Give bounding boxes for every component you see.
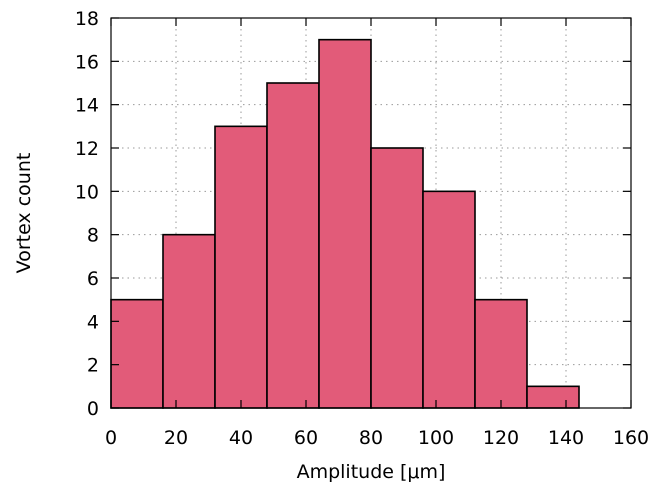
- x-tick-labels: 0 20 40 60 80 100 120 140 160: [105, 427, 649, 449]
- y-tick-labels: 0 2 4 6 8 10 12 14 16 18: [75, 8, 99, 420]
- histogram-bar: [318, 38, 372, 409]
- y-tick-label: 18: [75, 8, 99, 30]
- y-axis-label: Vortex count: [13, 153, 35, 274]
- y-tick-label: 12: [75, 138, 99, 160]
- y-tick-label: 10: [75, 181, 99, 203]
- x-tick-label: 60: [294, 427, 318, 449]
- histogram-bar: [474, 298, 528, 409]
- histogram-bar: [526, 385, 580, 409]
- x-tick-label: 120: [483, 427, 519, 449]
- y-tick-label: 0: [87, 398, 99, 420]
- y-tick-label: 4: [87, 311, 99, 333]
- axis-ticks: [110, 17, 632, 409]
- histogram-bar: [214, 125, 268, 409]
- x-tick-label: 0: [105, 427, 117, 449]
- bars-group: [110, 38, 580, 409]
- histogram-bar: [110, 298, 164, 409]
- y-tick-label: 6: [87, 268, 99, 290]
- x-tick-label: 100: [418, 427, 454, 449]
- histogram-bar: [422, 190, 476, 409]
- x-axis-label: Amplitude [μm]: [297, 461, 446, 483]
- histogram-bar: [266, 82, 320, 409]
- histogram-bar: [162, 233, 216, 409]
- y-tick-label: 2: [87, 355, 99, 377]
- y-tick-label: 16: [75, 51, 99, 73]
- x-tick-label: 80: [359, 427, 383, 449]
- x-tick-label: 40: [229, 427, 253, 449]
- histogram-bar: [370, 147, 424, 409]
- x-tick-label: 140: [548, 427, 584, 449]
- y-tick-label: 14: [75, 95, 99, 117]
- x-tick-label: 20: [164, 427, 188, 449]
- y-tick-label: 8: [87, 225, 99, 247]
- x-tick-label: 160: [613, 427, 649, 449]
